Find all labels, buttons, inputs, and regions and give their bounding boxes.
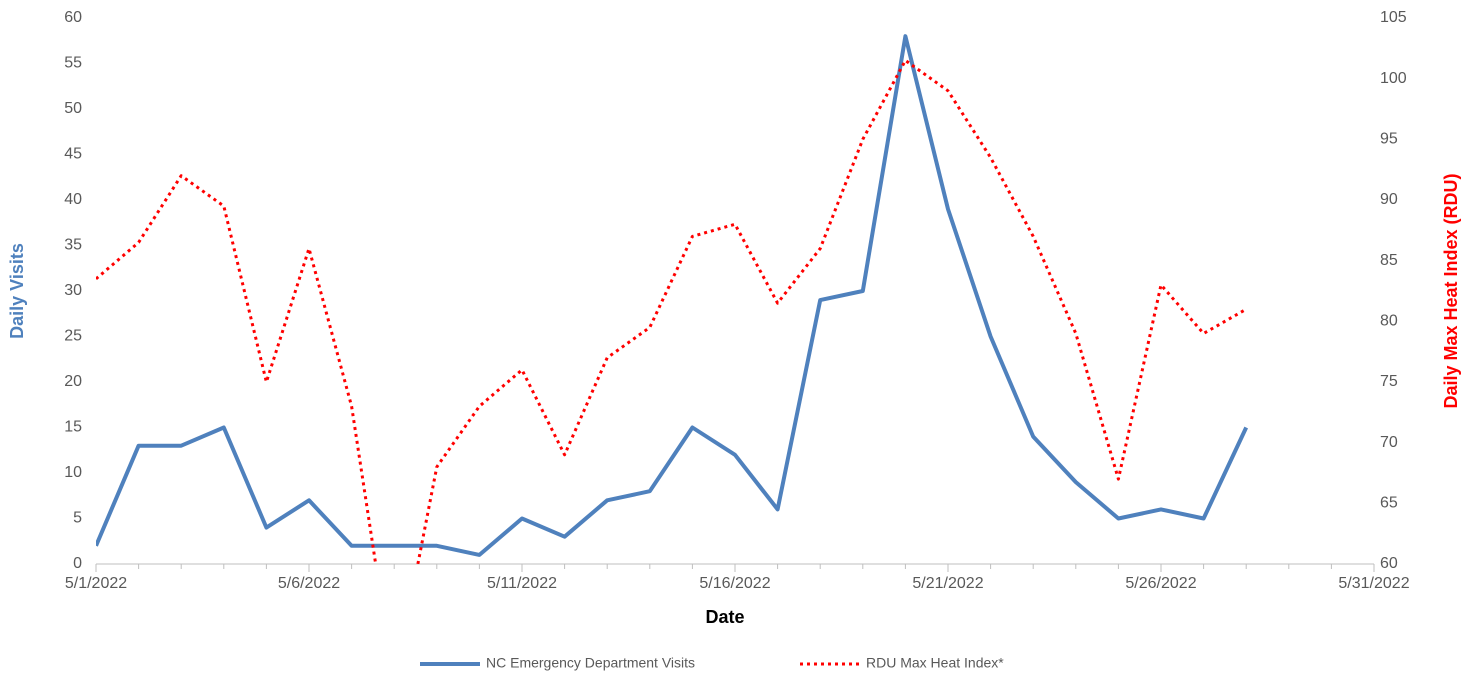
x-tick-label: 5/11/2022 (487, 575, 557, 592)
legend-label: NC Emergency Department Visits (486, 655, 695, 671)
y-tick-label: 25 (64, 328, 82, 345)
plot-area (96, 34, 1249, 564)
y2-tick-label: 105 (1380, 9, 1407, 26)
legend-label: RDU Max Heat Index* (866, 655, 1004, 671)
x-tick-label: 5/21/2022 (912, 575, 983, 592)
y-tick-label: 15 (64, 419, 82, 436)
series-line (96, 34, 1249, 557)
y2-tick-label: 75 (1380, 373, 1398, 390)
y2-tick-label: 65 (1380, 495, 1398, 512)
y-tick-label: 5 (73, 510, 82, 527)
x-tick-label: 5/1/2022 (65, 575, 127, 592)
y2-axis-title: Daily Max Heat Index (RDU) (1441, 173, 1461, 408)
y2-tick-label: 95 (1380, 131, 1398, 148)
y-tick-label: 50 (64, 100, 82, 117)
y-tick-label: 55 (64, 55, 82, 72)
y-tick-label: 30 (64, 282, 82, 299)
y-tick-label: 40 (64, 191, 82, 208)
y-tick-label: 35 (64, 237, 82, 254)
y2-tick-label: 70 (1380, 434, 1398, 451)
y2-tick-label: 90 (1380, 191, 1398, 208)
y-tick-label: 20 (64, 373, 82, 390)
y-tick-label: 45 (64, 146, 82, 163)
x-axis-title: Date (705, 607, 744, 627)
series-line (96, 58, 1247, 564)
x-tick-label: 5/26/2022 (1125, 575, 1196, 592)
x-tick-label: 5/31/2022 (1338, 575, 1409, 592)
y2-tick-label: 85 (1380, 252, 1398, 269)
y-axis-title: Daily Visits (7, 243, 27, 339)
y2-tick-label: 60 (1380, 555, 1398, 572)
y2-tick-label: 100 (1380, 70, 1407, 87)
x-tick-label: 5/6/2022 (278, 575, 340, 592)
x-tick-label: 5/16/2022 (699, 575, 770, 592)
y-tick-label: 10 (64, 464, 82, 481)
y-tick-label: 0 (73, 555, 82, 572)
y2-tick-label: 80 (1380, 313, 1398, 330)
y-tick-label: 60 (64, 9, 82, 26)
